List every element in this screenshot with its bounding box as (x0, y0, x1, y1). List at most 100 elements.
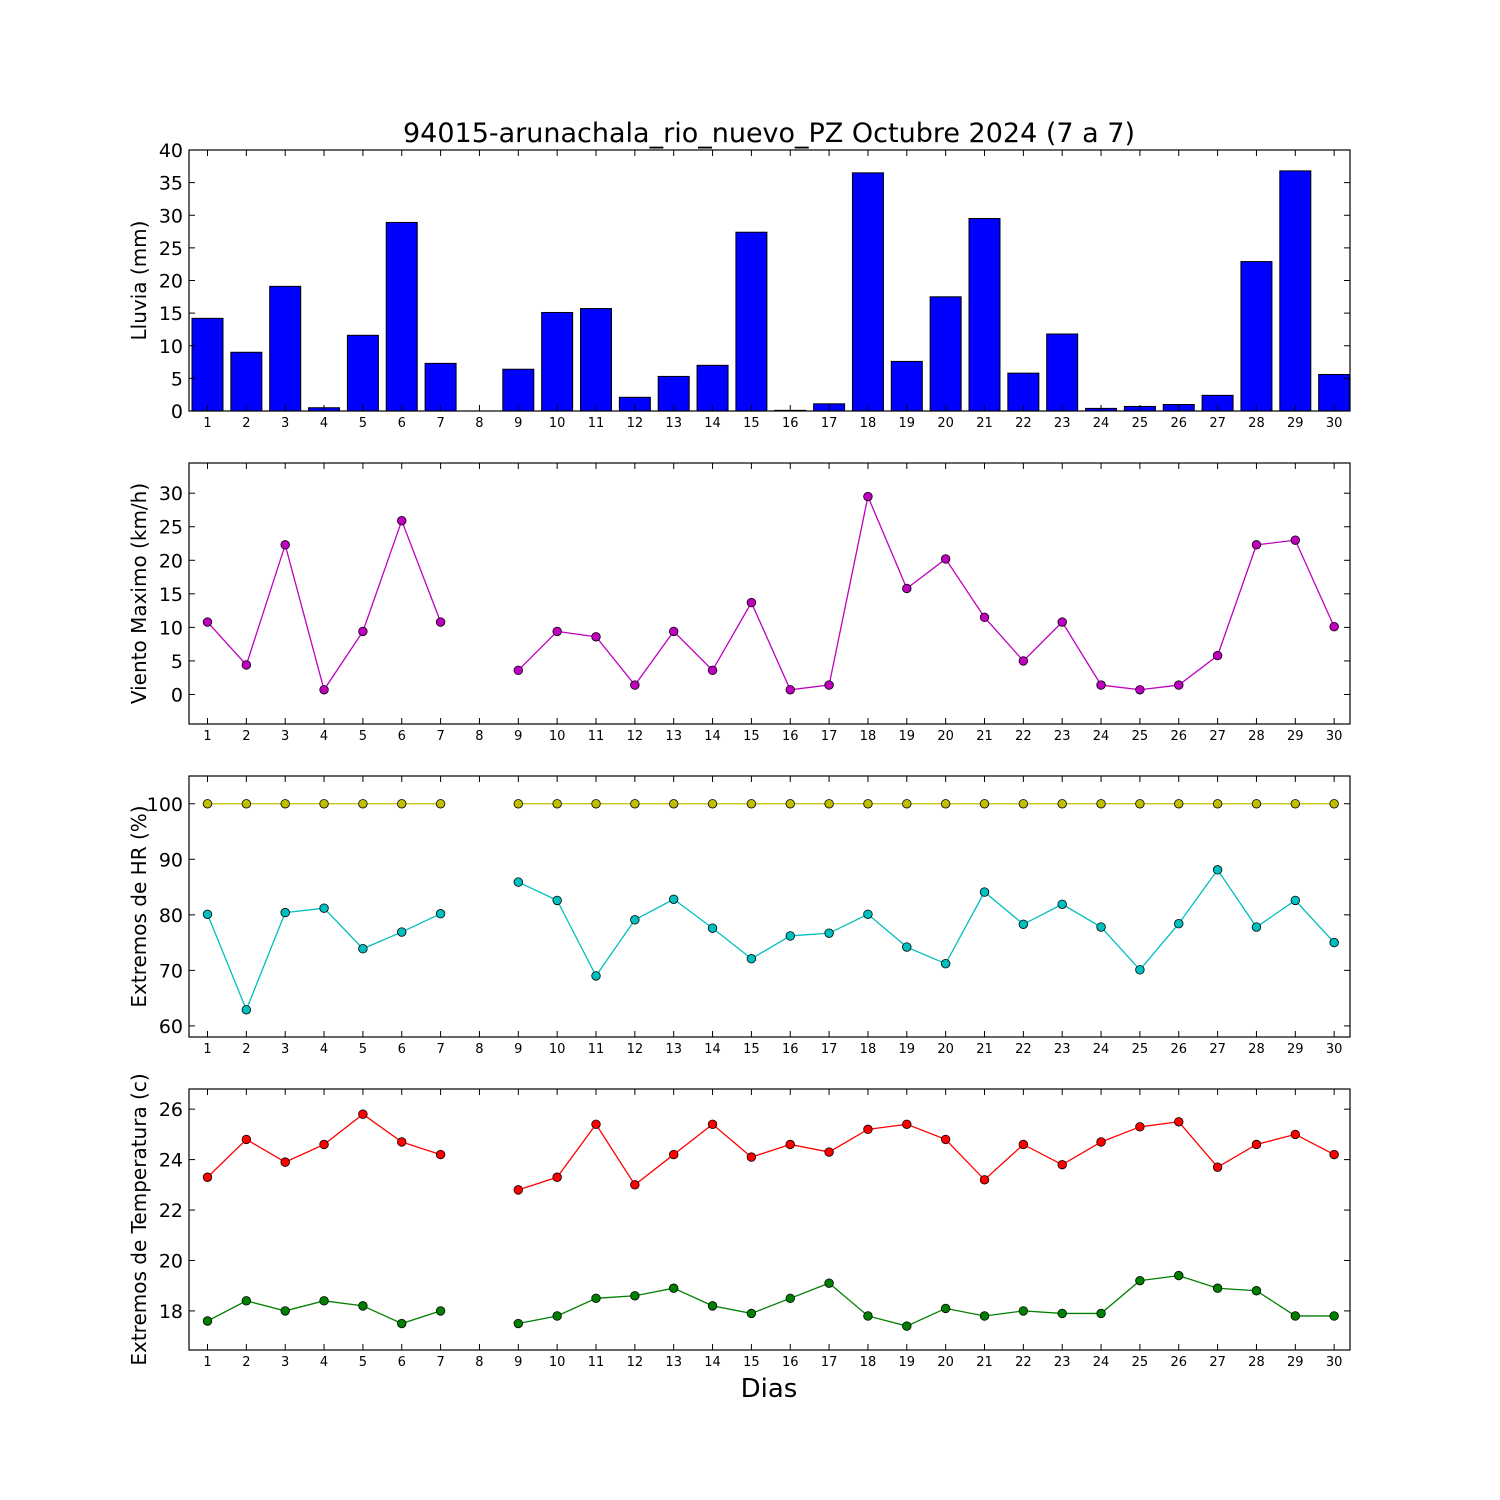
series-2-point-day-3 (280, 907, 290, 918)
rain-bar-day-3 (269, 285, 302, 412)
x-tick-label: 12 (627, 416, 644, 431)
series-1-line-segment-2 (517, 494, 1335, 691)
y-tick-label: 22 (159, 1200, 183, 1222)
series-2-point-day-23 (1057, 1308, 1067, 1319)
y-tick-label: 15 (159, 303, 183, 325)
series-1-point-day-12 (630, 1180, 640, 1190)
series-1-point-day-7 (435, 1149, 446, 1160)
series-1-point-day-28 (1251, 799, 1262, 809)
x-tick-label: 4 (320, 729, 328, 744)
x-tick-label: 29 (1287, 416, 1304, 431)
series-2-point-day-2 (241, 1005, 252, 1015)
series-1-point-day-13 (669, 626, 679, 637)
series-1-point-day-1 (202, 799, 213, 809)
series-2-point-day-10 (552, 1311, 562, 1321)
series-1-point-day-15 (746, 597, 757, 608)
y-tick-label: 20 (159, 271, 183, 293)
y-tick-label: 30 (159, 205, 183, 227)
x-tick-label: 23 (1054, 729, 1071, 744)
x-tick-label: 17 (821, 729, 838, 744)
x-tick-label: 10 (549, 1042, 566, 1057)
x-tick-label: 24 (1093, 1355, 1110, 1370)
series-2-point-day-17 (824, 1278, 834, 1288)
x-tick-label: 11 (588, 1355, 605, 1370)
series-1-point-day-19 (902, 1119, 912, 1130)
series-1-point-day-17 (824, 1147, 834, 1157)
series-2-point-day-14 (707, 1301, 718, 1311)
series-1-point-day-18 (863, 1124, 873, 1135)
rain-bar-day-10 (541, 311, 574, 412)
y-tick-label: 18 (159, 1301, 183, 1323)
x-tick-label: 15 (743, 416, 760, 431)
series-2-point-day-15 (746, 1308, 757, 1319)
y-tick-label: 100 (147, 794, 183, 816)
series-1-point-day-5 (358, 1109, 368, 1119)
y-tick-label: 70 (159, 960, 183, 982)
x-tick-label: 10 (549, 1355, 566, 1370)
series-1-point-day-18 (863, 799, 873, 809)
rain-bar-day-19 (890, 360, 923, 412)
series-1-point-day-6 (397, 516, 407, 526)
x-tick-label: 3 (281, 729, 289, 744)
x-tick-label: 2 (242, 1042, 250, 1057)
series-2-point-day-18 (863, 1311, 873, 1321)
x-tick-label: 18 (860, 729, 877, 744)
x-tick-label: 17 (821, 1355, 838, 1370)
series-2-point-day-14 (707, 923, 718, 933)
y-tick-label: 40 (159, 140, 183, 162)
series-1-line-segment-2 (518, 1121, 1335, 1191)
series-2-point-day-9 (513, 1318, 524, 1329)
x-tick-label: 25 (1132, 1355, 1149, 1370)
x-tick-label: 29 (1287, 1042, 1304, 1057)
x-tick-label: 25 (1132, 1042, 1149, 1057)
series-2-point-day-27 (1212, 865, 1223, 875)
series-2-point-day-24 (1096, 1308, 1106, 1319)
series-1-point-day-11 (591, 799, 601, 809)
series-1-point-day-9 (513, 799, 524, 809)
x-tick-label: 16 (782, 1042, 799, 1057)
series-1-point-day-27 (1212, 1162, 1223, 1172)
series-1-point-day-4 (319, 1139, 329, 1150)
x-tick-label: 3 (281, 1042, 289, 1057)
series-2-line-segment-2 (518, 1274, 1335, 1327)
x-tick-label: 27 (1209, 729, 1226, 744)
x-tick-label: 24 (1093, 729, 1110, 744)
series-2-point-day-30 (1329, 1311, 1339, 1321)
x-tick-label: 25 (1132, 416, 1149, 431)
x-tick-label: 12 (627, 1355, 644, 1370)
series-1-point-day-7 (435, 617, 446, 627)
x-tick-label: 7 (436, 1355, 444, 1370)
x-tick-label: 5 (359, 1042, 367, 1057)
series-1-point-day-30 (1329, 622, 1339, 632)
series-2-point-day-22 (1018, 919, 1029, 929)
y-tick-label: 5 (171, 651, 183, 673)
x-tick-label: 10 (549, 729, 566, 744)
x-tick-label: 28 (1248, 416, 1265, 431)
x-tick-label: 29 (1287, 1355, 1304, 1370)
y-axis-label: Extremos de HR (%) (127, 805, 151, 1007)
x-tick-label: 13 (665, 416, 682, 431)
series-2-point-day-4 (319, 1296, 329, 1306)
series-1-point-day-17 (824, 680, 834, 690)
x-tick-label: 9 (514, 1355, 522, 1370)
series-2-point-day-11 (591, 1293, 601, 1304)
x-tick-label: 13 (665, 1355, 682, 1370)
y-tick-label: 80 (159, 905, 183, 927)
x-tick-label: 15 (743, 729, 760, 744)
series-1-point-day-21 (979, 612, 990, 623)
y-tick-label: 15 (159, 584, 183, 606)
series-1-point-day-18 (863, 491, 873, 502)
x-tick-label: 11 (588, 416, 605, 431)
x-tick-label: 3 (281, 1355, 289, 1370)
x-tick-label: 22 (1015, 1355, 1032, 1370)
series-1-point-day-22 (1018, 799, 1029, 809)
x-tick-label: 23 (1054, 1355, 1071, 1370)
x-tick-label: 20 (937, 729, 954, 744)
x-tick-label: 23 (1054, 1042, 1071, 1057)
x-tick-label: 30 (1326, 1042, 1343, 1057)
x-tick-label: 16 (782, 729, 799, 744)
series-1-point-day-14 (707, 1119, 718, 1130)
x-tick-label: 26 (1170, 1355, 1187, 1370)
series-1-point-day-9 (513, 665, 524, 676)
x-tick-label: 12 (627, 1042, 644, 1057)
